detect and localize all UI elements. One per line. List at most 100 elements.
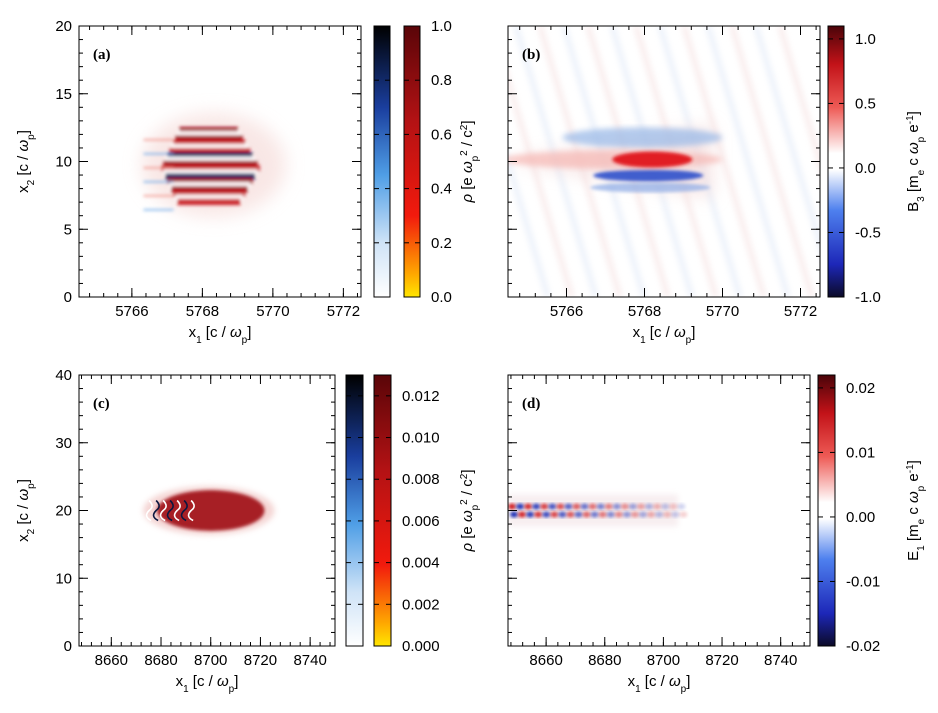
- density-stripe: [171, 186, 248, 193]
- e1-lobe-lower: [558, 511, 567, 518]
- density-bunch: [143, 486, 275, 535]
- density-streak: [143, 138, 174, 141]
- b3-lobe-upper: [562, 127, 723, 148]
- x-tick-label: 8700: [647, 652, 680, 669]
- panel-c: 8660 8680 8700 8720 8740 0 10 20 30 40 (c) x1 [c / …: [15, 367, 481, 695]
- e1-lobe-lower: [582, 511, 591, 518]
- x-axis-title: x1 [c / ωp]: [176, 673, 239, 695]
- b3-ripple: [681, 26, 767, 297]
- colorbar-tick-label: 0.8: [431, 72, 452, 89]
- panel-3-ticks: 8660 8680 8700 8720 8740: [508, 374, 810, 669]
- e1-lobe-upper: [540, 503, 549, 510]
- e1-lobe-upper: [548, 503, 557, 510]
- b3-field: [508, 26, 820, 297]
- e1-lobe-lower: [574, 511, 583, 518]
- b3-lobe-lower-outer: [590, 182, 711, 193]
- heatmap-field: [508, 494, 688, 527]
- x-tick-label: 5768: [628, 303, 661, 320]
- y-tick-label: 15: [55, 86, 72, 103]
- x-tick-label: 8720: [705, 652, 738, 669]
- panel-b: 5766 5768 5770 5772 (b) x1 [c / ωp] -1.0 -0.5 0.…: [507, 25, 927, 346]
- e1-lobe-lower: [655, 511, 664, 518]
- bunch-filament: [187, 499, 195, 522]
- e1-lobe-upper: [669, 503, 678, 510]
- bunch-core: [157, 490, 265, 531]
- panel-2-ticks: 8660 8680 8700 8720 8740 0 10 20 30 40: [55, 367, 335, 669]
- x-tick-label: 5768: [186, 303, 219, 320]
- b3-ripple: [753, 26, 820, 254]
- bunch-filament: [173, 499, 181, 522]
- heatmap-field: [143, 486, 275, 535]
- colorbar-tick-label: 1.0: [431, 18, 452, 35]
- colorbar: [827, 25, 845, 298]
- e1-envelope: [508, 494, 679, 527]
- density-stripe: [175, 135, 243, 142]
- bunch-filament: [159, 499, 167, 522]
- colorbar-tick-label: 0.006: [402, 513, 440, 530]
- e1-lobe-upper: [532, 503, 541, 510]
- e1-lobe-upper: [620, 503, 629, 510]
- b3-core: [612, 151, 693, 168]
- density-stripe: [173, 190, 246, 197]
- panel-a: 5766 5768 5770 5772 0 5 10 15 20 (a) x1 [c / ωp] x2…: [15, 18, 481, 346]
- colorbar-tick-label: 0.0: [855, 160, 876, 177]
- colorbar: [817, 374, 836, 647]
- x-tick-label: 8740: [293, 652, 326, 669]
- y-tick-label: 20: [55, 18, 72, 35]
- e1-lobe-lower: [542, 511, 551, 518]
- e1-lobe-lower: [639, 511, 648, 518]
- x-axis-title: x1 [c / ωp]: [189, 324, 252, 346]
- b3-ripple: [777, 26, 820, 173]
- e1-lobe-lower: [534, 511, 543, 518]
- colorbar-tick-label: 0.012: [402, 388, 440, 405]
- colorbar: [373, 25, 391, 298]
- x-tick-label: 8740: [764, 652, 797, 669]
- y-tick-label: 30: [55, 435, 72, 452]
- x-axis-title: x1 [c / ωp]: [628, 673, 691, 695]
- e1-lobe-upper: [612, 503, 621, 510]
- density-stripe: [177, 131, 241, 138]
- b3-lobe-lower: [593, 169, 704, 182]
- density-stripe: [171, 143, 248, 151]
- colorbar: [345, 374, 364, 647]
- e1-lobe-lower: [679, 511, 688, 518]
- e1-lobe-lower: [566, 511, 575, 518]
- e1-lobe-lower: [630, 511, 640, 518]
- x-tick-label: 8680: [588, 652, 621, 669]
- density-stripe: [165, 156, 255, 163]
- e1-lobe-lower: [671, 511, 680, 518]
- colorbar-tick-label: 0.01: [846, 444, 875, 461]
- e1-lobe-upper: [645, 503, 654, 510]
- panel-label: (a): [93, 47, 111, 63]
- colorbar-tick-label: 0.004: [402, 555, 440, 572]
- colorbar-tick-label: -0.01: [846, 573, 880, 590]
- e1-lobe-lower: [614, 511, 623, 518]
- colorbar-tick-label: 0.0: [431, 289, 452, 306]
- colorbar-tick-label: 0.2: [431, 235, 452, 252]
- e1-lobe-upper: [628, 503, 638, 510]
- e1-lobe-upper: [580, 503, 589, 510]
- density-stripe: [179, 126, 238, 134]
- e1-lobe-lower: [622, 511, 631, 518]
- y-tick-label: 10: [55, 154, 72, 171]
- density-stripe: [169, 181, 251, 189]
- e1-lobe-lower: [590, 511, 599, 518]
- y-tick-label: 0: [64, 638, 72, 655]
- colorbar-tick-label: -1.0: [855, 289, 881, 306]
- x-tick-label: 5770: [256, 303, 289, 320]
- x-tick-label: 5766: [550, 303, 583, 320]
- panel-d: 8660 8680 8700 8720 8740 (d) x1 [c / ωp] -0.02 -…: [507, 374, 927, 695]
- x-tick-label: 5770: [706, 303, 739, 320]
- colorbar-tick-label: 0.02: [846, 380, 875, 397]
- e1-lobe-upper: [556, 503, 565, 510]
- x-tick-label: 5772: [784, 303, 817, 320]
- e1-lobe-upper: [524, 503, 533, 510]
- density-stripe: [175, 194, 243, 201]
- density-stripe: [167, 152, 253, 159]
- density-stripe: [161, 164, 260, 172]
- e1-wave: [508, 494, 688, 527]
- x-tick-label: 8660: [95, 652, 128, 669]
- density-stripe: [165, 173, 255, 180]
- colorbar-tick-label: 0.008: [402, 471, 440, 488]
